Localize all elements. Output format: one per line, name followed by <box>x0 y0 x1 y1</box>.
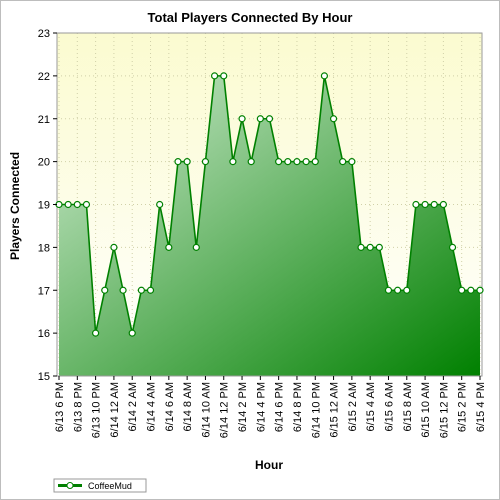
data-point <box>384 286 393 294</box>
x-tick-label: 6/14 4 PM <box>255 382 267 432</box>
data-point <box>439 200 447 209</box>
data-point <box>394 286 402 294</box>
data-point <box>320 72 329 80</box>
data-point <box>476 286 484 294</box>
data-point <box>201 158 210 166</box>
chart-title: Total Players Connected By Hour <box>148 10 353 25</box>
data-point <box>210 72 219 80</box>
data-point <box>238 115 246 123</box>
data-point <box>339 158 347 166</box>
y-tick-label: 17 <box>38 285 50 297</box>
legend-label: CoffeeMud <box>88 481 132 491</box>
data-point <box>247 158 255 166</box>
data-point <box>275 158 283 166</box>
x-tick-label: 6/15 10 AM <box>420 382 432 438</box>
y-tick-label: 19 <box>38 200 50 212</box>
x-tick-label: 6/13 10 PM <box>91 382 103 438</box>
y-tick-labels: 15 16 17 18 19 20 21 22 23 <box>38 28 57 383</box>
legend: CoffeeMud <box>53 478 147 493</box>
y-tick-label: 22 <box>38 71 50 83</box>
x-tick-label: 6/14 6 PM <box>274 382 286 432</box>
x-tick-label: 6/13 6 PM <box>54 382 66 432</box>
data-point <box>192 243 200 251</box>
y-tick-label: 16 <box>38 328 50 340</box>
data-point <box>302 158 310 166</box>
x-tick-label: 6/14 2 PM <box>237 382 249 432</box>
y-tick-label: 20 <box>38 157 50 169</box>
data-point <box>128 329 136 337</box>
data-point <box>183 158 191 166</box>
data-point <box>64 200 72 209</box>
y-axis-title: Players Connected <box>8 152 22 260</box>
data-point <box>119 286 127 294</box>
x-tick-label: 6/14 8 AM <box>182 382 194 432</box>
x-tick-label: 6/14 12 PM <box>219 382 231 438</box>
x-tick-label: 6/14 4 AM <box>146 382 158 432</box>
data-point <box>174 158 182 166</box>
x-tick-label: 6/14 8 PM <box>292 382 304 432</box>
data-point <box>92 329 100 337</box>
area-fill <box>59 75 480 376</box>
y-tick-label: 21 <box>38 114 50 126</box>
data-point <box>146 286 155 294</box>
x-tick-label: 6/14 10 PM <box>310 382 322 438</box>
x-tick-label: 6/14 2 AM <box>127 382 139 432</box>
data-point <box>284 158 292 166</box>
y-tick-label: 15 <box>38 371 50 383</box>
data-point <box>348 158 356 166</box>
data-point <box>366 243 374 251</box>
x-tick-labels: 6/13 6 PM 6/13 8 PM 6/13 10 PM 6/14 12 AM 6/… <box>54 376 487 438</box>
data-point <box>357 243 365 251</box>
x-tick-label: 6/15 4 AM <box>365 382 377 432</box>
data-point <box>421 200 429 209</box>
x-tick-label: 6/13 8 PM <box>72 382 84 432</box>
y-tick-label: 18 <box>38 242 50 254</box>
data-point <box>467 286 475 294</box>
data-point <box>293 158 301 166</box>
x-tick-label: 6/15 6 AM <box>383 382 395 432</box>
data-point <box>137 286 145 294</box>
x-tick-label: 6/15 12 PM <box>438 382 450 438</box>
data-points <box>55 72 484 337</box>
x-tick-label: 6/15 8 AM <box>402 382 414 432</box>
data-point <box>448 243 457 251</box>
data-point <box>403 286 411 294</box>
data-point <box>73 200 81 209</box>
data-point <box>329 115 338 123</box>
data-point <box>375 243 383 251</box>
data-point <box>430 200 438 209</box>
data-point <box>229 158 237 166</box>
x-tick-label: 6/14 12 AM <box>109 382 121 438</box>
x-tick-label: 6/15 12 AM <box>329 382 341 438</box>
x-tick-label: 6/15 2 AM <box>347 382 359 432</box>
data-point <box>412 200 420 209</box>
x-tick-label: 6/15 2 PM <box>457 382 469 432</box>
data-point <box>156 200 164 209</box>
x-tick-label: 6/15 4 PM <box>475 382 487 432</box>
data-point <box>311 158 319 166</box>
data-point <box>165 243 173 251</box>
y-tick-label: 23 <box>38 28 50 40</box>
data-point <box>256 115 264 123</box>
data-point <box>265 115 274 123</box>
legend-marker-swatch <box>66 482 74 489</box>
x-tick-label: 6/14 10 AM <box>200 382 212 438</box>
legend-box <box>53 478 147 493</box>
x-tick-label: 6/14 6 AM <box>164 382 176 432</box>
data-point <box>458 286 466 294</box>
data-point <box>82 200 91 209</box>
x-axis-title: Hour <box>255 458 283 472</box>
data-point <box>110 243 118 251</box>
data-point <box>101 286 109 294</box>
data-point <box>220 72 228 80</box>
